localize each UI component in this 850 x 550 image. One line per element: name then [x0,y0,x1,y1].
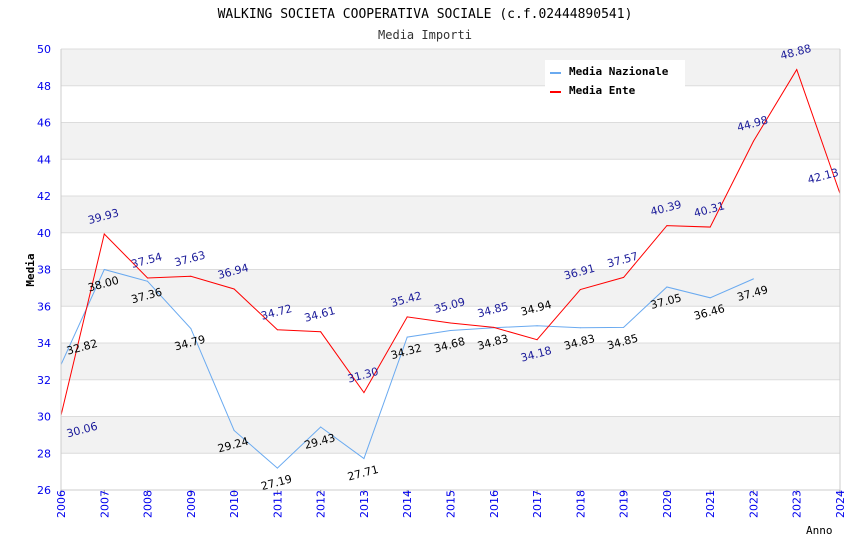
data-point [233,288,235,290]
data-point [190,275,192,277]
legend: Media Nazionale Media Ente [545,60,685,98]
data-point [363,458,365,460]
x-tick-label: 2009 [185,490,198,518]
x-tick-label: 2024 [834,490,847,518]
data-point [666,225,668,227]
data-point [536,325,538,327]
legend-label-nazionale: Media Nazionale [569,65,669,78]
x-tick-label: 2016 [488,490,501,518]
legend-label-ente: Media Ente [569,84,636,97]
chart-title: WALKING SOCIETA COOPERATIVA SOCIALE (c.f… [218,7,633,22]
x-tick-label: 2017 [531,490,544,518]
grid-band [61,416,840,454]
x-tick-label: 2022 [747,490,760,518]
x-tick-label: 2007 [98,490,111,518]
data-point [320,331,322,333]
data-point [147,280,149,282]
x-tick-label: 2015 [445,490,458,518]
y-tick-label: 28 [37,447,51,460]
data-point [406,316,408,318]
y-tick-label: 44 [37,153,51,166]
x-tick-label: 2014 [401,490,414,518]
data-point [752,140,754,142]
x-tick-label: 2023 [791,490,804,518]
x-tick-label: 2013 [358,490,371,518]
y-tick-label: 50 [37,43,51,56]
y-tick-label: 30 [37,411,51,424]
y-tick-label: 38 [37,264,51,277]
y-tick-label: 48 [37,80,51,93]
data-point [363,392,365,394]
y-tick-label: 26 [37,484,51,497]
data-point [623,276,625,278]
data-point [276,467,278,469]
y-tick-label: 40 [37,227,51,240]
data-point [579,289,581,291]
data-point [709,297,711,299]
grid-band [61,343,840,380]
grid-band [61,49,840,86]
x-axis-label: Anno [806,524,833,537]
chart-subtitle: Media Importi [378,28,472,42]
data-point [233,429,235,431]
data-point [752,278,754,280]
y-axis-label: Media [24,253,37,286]
x-tick-label: 2018 [574,490,587,518]
x-tick-label: 2020 [661,490,674,518]
data-point [579,327,581,329]
y-tick-label: 42 [37,190,51,203]
data-point [709,226,711,228]
data-point [450,322,451,324]
data-point [536,339,538,341]
data-point [190,327,192,329]
grid-band [61,122,840,160]
grid-band [61,269,840,307]
data-point [103,269,105,270]
data-point [796,69,798,71]
data-point [623,326,625,328]
data-point [406,336,408,338]
y-tick-label: 46 [37,117,51,130]
x-tick-label: 2012 [315,490,328,518]
data-point [103,233,105,235]
x-tick-label: 2006 [55,490,68,518]
data-point [450,330,451,332]
data-point [147,277,149,279]
y-tick-label: 32 [37,374,51,387]
x-tick-label: 2011 [271,490,284,518]
y-tick-label: 36 [37,300,51,313]
x-tick-label: 2019 [618,490,631,518]
x-tick-label: 2021 [704,490,717,518]
data-point [493,326,495,328]
x-tick-label: 2008 [142,490,155,518]
data-point [320,426,322,428]
y-tick-label: 34 [37,337,51,350]
data-point [276,329,278,331]
x-tick-label: 2010 [228,490,241,518]
data-point [666,286,668,288]
